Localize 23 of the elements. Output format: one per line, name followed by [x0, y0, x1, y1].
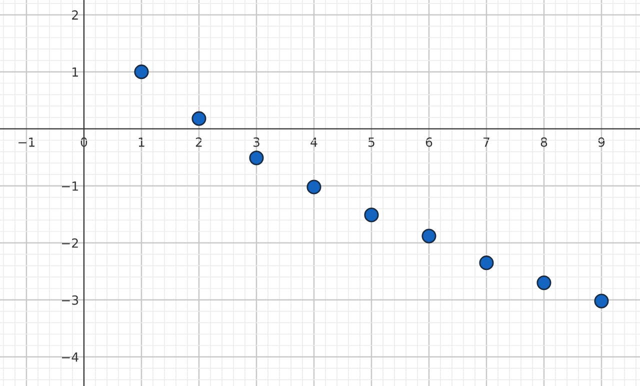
x-tick-label: 3	[253, 137, 260, 147]
point	[249, 150, 264, 166]
point	[192, 111, 206, 126]
x-tick-label: −1	[18, 138, 35, 147]
point	[479, 256, 494, 270]
y-tick-label: −1	[62, 182, 78, 191]
x-tick-label: 6	[426, 137, 432, 147]
x-tick-label: 9	[598, 137, 605, 147]
x-tick-label: 7	[484, 138, 490, 147]
point	[536, 276, 552, 290]
point	[306, 180, 322, 194]
point	[364, 208, 379, 222]
x-tick-label: 2	[196, 137, 202, 147]
y-tick-label: 2	[72, 10, 78, 20]
y-tick-label: −4	[62, 352, 78, 362]
y-tick-label: −3	[62, 295, 78, 305]
x-tick-label: 5	[368, 138, 374, 147]
point	[134, 64, 149, 80]
y-tick-label: −2	[62, 238, 78, 248]
point	[422, 228, 436, 244]
x-tick-label: 1	[138, 138, 144, 147]
y-tick-label: 1	[72, 67, 78, 77]
point	[594, 294, 609, 308]
